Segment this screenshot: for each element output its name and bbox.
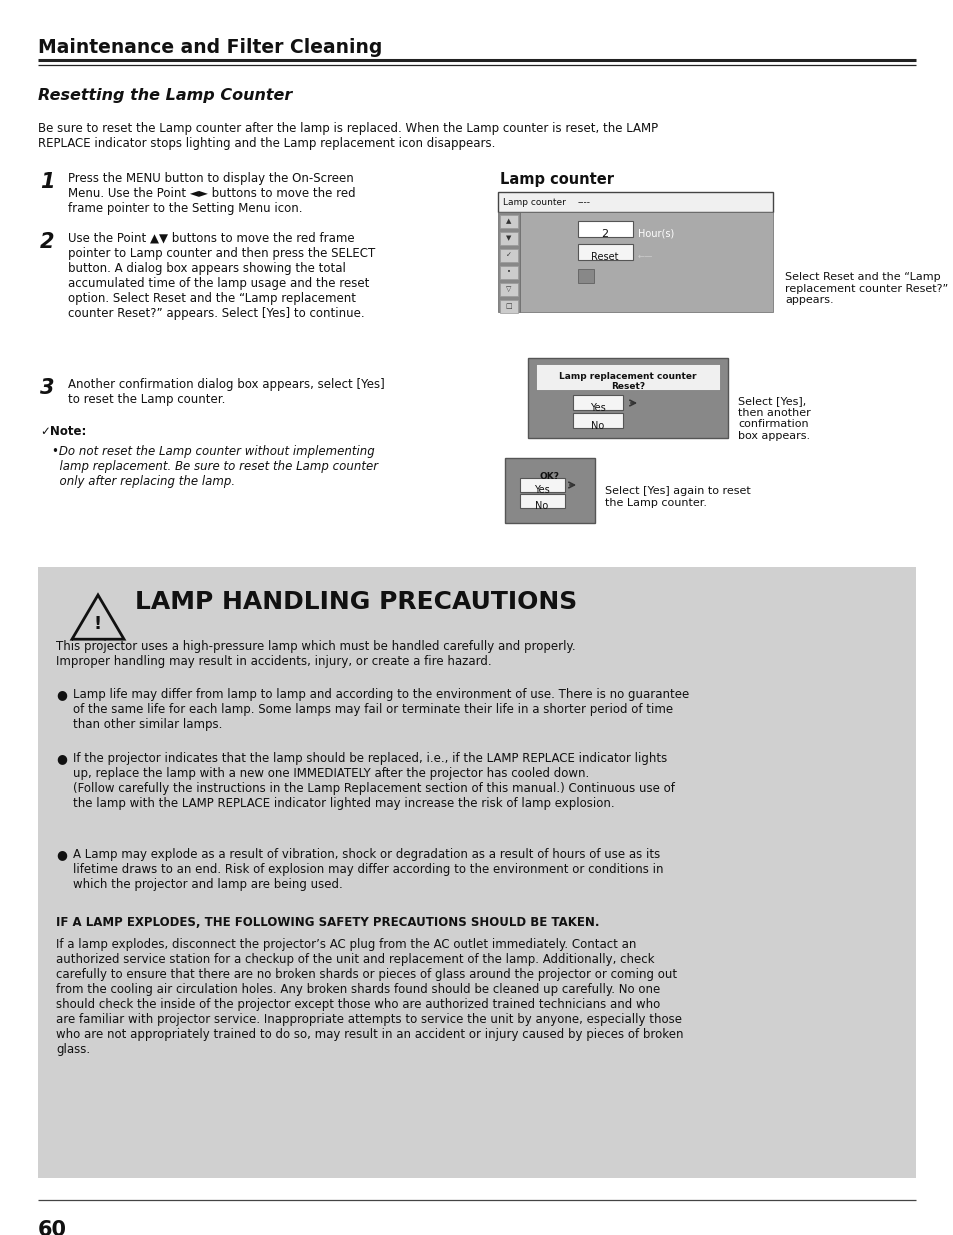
Text: 1: 1: [40, 172, 54, 191]
Text: Another confirmation dialog box appears, select [Yes]
to reset the Lamp counter.: Another confirmation dialog box appears,…: [68, 378, 384, 406]
FancyBboxPatch shape: [499, 300, 517, 312]
Text: Select Reset and the “Lamp
replacement counter Reset?”
appears.: Select Reset and the “Lamp replacement c…: [784, 272, 947, 305]
Text: •Do not reset the Lamp counter without implementing
  lamp replacement. Be sure : •Do not reset the Lamp counter without i…: [52, 445, 377, 488]
FancyBboxPatch shape: [578, 269, 594, 283]
Text: □: □: [505, 303, 512, 309]
FancyBboxPatch shape: [519, 478, 564, 492]
Text: Select [Yes] again to reset
the Lamp counter.: Select [Yes] again to reset the Lamp cou…: [604, 487, 750, 508]
Text: Press the MENU button to display the On-Screen
Menu. Use the Point ◄► buttons to: Press the MENU button to display the On-…: [68, 172, 355, 215]
Text: •: •: [506, 269, 511, 275]
FancyBboxPatch shape: [519, 494, 564, 508]
FancyBboxPatch shape: [499, 283, 517, 296]
Text: 60: 60: [38, 1220, 67, 1235]
Text: Resetting the Lamp Counter: Resetting the Lamp Counter: [38, 88, 292, 103]
FancyBboxPatch shape: [499, 249, 517, 262]
Text: ▼: ▼: [506, 235, 511, 241]
Text: If the projector indicates that the lamp should be replaced, i.e., if the LAMP R: If the projector indicates that the lamp…: [73, 752, 674, 810]
Text: Lamp life may differ from lamp to lamp and according to the environment of use. : Lamp life may differ from lamp to lamp a…: [73, 688, 688, 731]
Text: No: No: [591, 421, 604, 431]
FancyBboxPatch shape: [38, 567, 915, 1178]
Text: Lamp counter: Lamp counter: [502, 198, 565, 207]
Text: Hour(s): Hour(s): [638, 228, 674, 240]
FancyBboxPatch shape: [527, 358, 727, 438]
Text: OK?: OK?: [539, 472, 559, 480]
Text: If a lamp explodes, disconnect the projector’s AC plug from the AC outlet immedi: If a lamp explodes, disconnect the proje…: [56, 939, 682, 1056]
Text: 2: 2: [600, 228, 608, 240]
Text: IF A LAMP EXPLODES, THE FOLLOWING SAFETY PRECAUTIONS SHOULD BE TAKEN.: IF A LAMP EXPLODES, THE FOLLOWING SAFETY…: [56, 916, 598, 929]
Text: This projector uses a high-pressure lamp which must be handled carefully and pro: This projector uses a high-pressure lamp…: [56, 640, 575, 668]
Text: 3: 3: [40, 378, 54, 398]
Text: ←—: ←—: [638, 252, 653, 261]
Text: ●: ●: [56, 688, 67, 701]
Text: !: !: [93, 615, 102, 632]
Text: Select [Yes],
then another
confirmation
box appears.: Select [Yes], then another confirmation …: [738, 396, 810, 441]
FancyBboxPatch shape: [497, 212, 519, 312]
FancyBboxPatch shape: [573, 395, 622, 410]
Text: LAMP HANDLING PRECAUTIONS: LAMP HANDLING PRECAUTIONS: [135, 590, 577, 614]
Text: 2: 2: [40, 232, 54, 252]
Text: Be sure to reset the Lamp counter after the lamp is replaced. When the Lamp coun: Be sure to reset the Lamp counter after …: [38, 122, 658, 149]
Text: Maintenance and Filter Cleaning: Maintenance and Filter Cleaning: [38, 38, 382, 57]
Text: ▽: ▽: [506, 287, 511, 291]
FancyBboxPatch shape: [504, 458, 595, 522]
Text: Reset?: Reset?: [610, 382, 644, 391]
FancyBboxPatch shape: [573, 412, 622, 429]
Text: Reset: Reset: [591, 252, 618, 262]
Text: No: No: [535, 501, 548, 511]
Text: Yes: Yes: [534, 485, 549, 495]
Text: ●: ●: [56, 848, 67, 861]
FancyBboxPatch shape: [536, 364, 720, 390]
Text: ●: ●: [56, 752, 67, 764]
FancyBboxPatch shape: [519, 212, 772, 312]
Text: ▲: ▲: [506, 219, 511, 224]
Text: ✓Note:: ✓Note:: [40, 425, 87, 438]
Text: ----: ----: [578, 198, 590, 207]
Text: A Lamp may explode as a result of vibration, shock or degradation as a result of: A Lamp may explode as a result of vibrat…: [73, 848, 662, 890]
Text: Lamp replacement counter: Lamp replacement counter: [558, 372, 696, 382]
FancyBboxPatch shape: [497, 191, 772, 212]
FancyBboxPatch shape: [578, 245, 633, 261]
FancyBboxPatch shape: [499, 232, 517, 245]
FancyBboxPatch shape: [578, 221, 633, 237]
FancyBboxPatch shape: [499, 215, 517, 228]
FancyBboxPatch shape: [499, 266, 517, 279]
Text: Lamp counter: Lamp counter: [499, 172, 614, 186]
Text: Yes: Yes: [590, 403, 605, 412]
Text: ✓: ✓: [505, 252, 512, 258]
Text: Use the Point ▲▼ buttons to move the red frame
pointer to Lamp counter and then : Use the Point ▲▼ buttons to move the red…: [68, 232, 375, 320]
